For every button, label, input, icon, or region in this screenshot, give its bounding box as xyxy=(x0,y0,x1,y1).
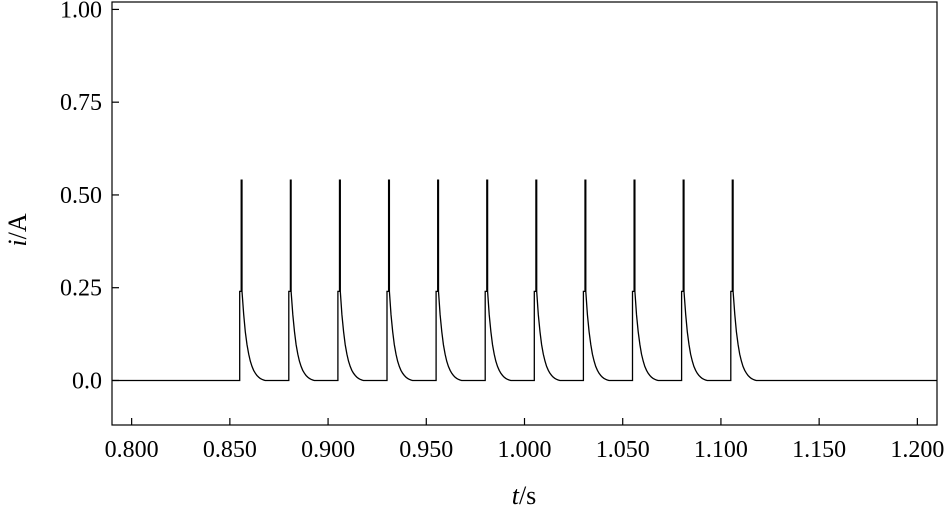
y-tick-label: 0.75 xyxy=(60,90,102,116)
x-tick-label: 1.050 xyxy=(596,437,650,463)
y-tick-label: 0.25 xyxy=(60,276,102,302)
plot-frame xyxy=(111,1,938,426)
x-tick-label: 1.200 xyxy=(890,437,944,463)
x-tick-label: 1.150 xyxy=(792,437,846,463)
y-tick-label: 0.50 xyxy=(60,183,102,209)
series-line xyxy=(112,179,937,382)
x-tick-label: 1.100 xyxy=(694,437,748,463)
x-tick-label: 0.950 xyxy=(399,437,453,463)
x-tick-label: 1.000 xyxy=(498,437,552,463)
x-axis-label: t/s xyxy=(512,481,537,509)
x-tick-label: 0.900 xyxy=(301,437,355,463)
x-axis-label-var: t xyxy=(512,481,520,509)
x-tick-label: 0.850 xyxy=(203,437,257,463)
y-axis-label: i/A xyxy=(3,213,32,246)
y-axis-label-var: i xyxy=(3,239,32,246)
x-axis-ticks: 0.800 0.850 0.900 0.950 1.000 1.050 1.100 1.150… xyxy=(105,418,944,463)
x-axis-label-unit: /s xyxy=(519,481,536,509)
y-axis-ticks: 0.0 0.25 0.50 0.75 1.00 xyxy=(60,0,119,394)
y-tick-label: 0.0 xyxy=(72,368,102,394)
y-tick-label: 1.00 xyxy=(60,0,102,23)
x-tick-label: 0.800 xyxy=(105,437,159,463)
y-axis-label-unit: /A xyxy=(3,213,32,239)
